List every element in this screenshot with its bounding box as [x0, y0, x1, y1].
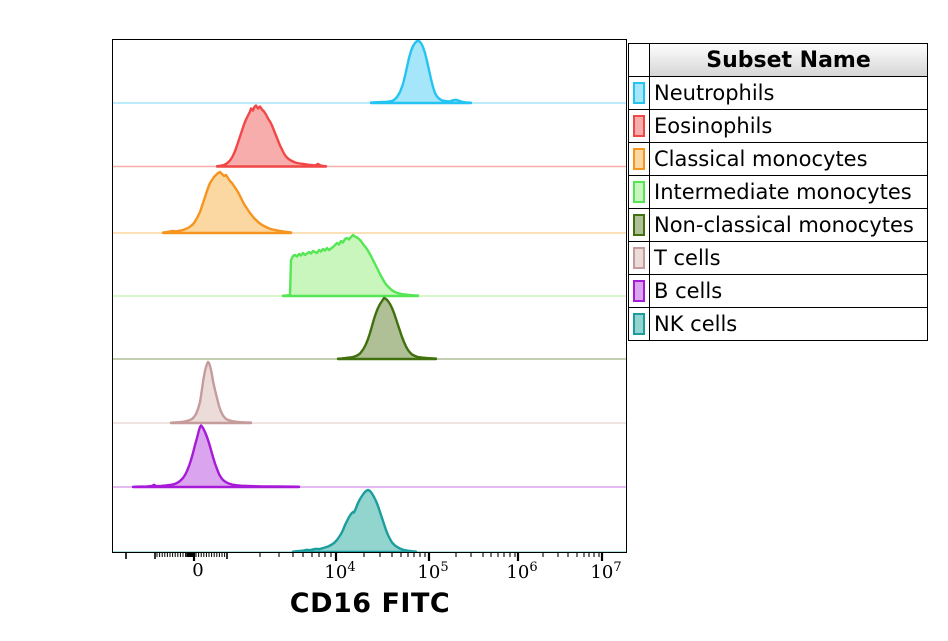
histogram-curve — [369, 40, 473, 105]
x-tick-label: 0 — [192, 560, 204, 581]
legend-color-swatch-icon — [633, 148, 645, 170]
legend-color-swatch-icon — [633, 181, 645, 203]
histogram-curve — [131, 424, 301, 489]
legend-color-swatch-icon — [633, 214, 645, 236]
legend-color-swatch-icon — [633, 247, 645, 269]
x-axis-title: CD16 FITC — [289, 588, 451, 619]
plot-area — [112, 39, 627, 553]
legend-swatch-cell — [629, 143, 650, 175]
legend-row: Classical monocytes — [629, 143, 927, 176]
x-axis-ticks-svg — [125, 552, 604, 561]
histogram-curve — [161, 170, 293, 235]
histogram-curve — [291, 488, 418, 552]
histogram-curve — [336, 296, 438, 361]
legend-color-swatch-icon — [633, 82, 645, 104]
legend-subset-name: Neutrophils — [654, 81, 775, 105]
legend-swatch-cell — [629, 77, 650, 109]
x-tick-label: 104 — [324, 560, 356, 583]
legend-swatch-cell — [629, 308, 650, 340]
legend-row: Eosinophils — [629, 110, 927, 143]
histogram-curve — [281, 233, 420, 298]
legend-color-swatch-icon — [633, 313, 645, 335]
legend-swatch-header-cell — [629, 44, 650, 76]
histogram-svg — [113, 40, 626, 552]
legend-table: Subset Name Neutrophils Eosinophils Classi… — [628, 43, 928, 341]
legend-header-row: Subset Name — [629, 44, 927, 77]
legend-row: Non-classical monocytes — [629, 209, 927, 242]
histogram-curve — [169, 360, 253, 425]
legend-row: Neutrophils — [629, 77, 927, 110]
x-tick-label: 107 — [590, 560, 622, 583]
legend-subset-name: Eosinophils — [654, 114, 773, 138]
legend-swatch-cell — [629, 242, 650, 274]
legend-subset-name: T cells — [654, 246, 721, 270]
x-tick-label: 105 — [417, 560, 449, 583]
legend-row: B cells — [629, 275, 927, 308]
legend-title: Subset Name — [650, 44, 927, 76]
legend-color-swatch-icon — [633, 115, 645, 137]
legend-swatch-cell — [629, 209, 650, 241]
legend-subset-name: Non-classical monocytes — [654, 213, 914, 237]
histogram-curve — [215, 104, 328, 168]
legend-color-swatch-icon — [633, 280, 645, 302]
legend-row: Intermediate monocytes — [629, 176, 927, 209]
x-tick-label: 106 — [506, 560, 538, 583]
legend-rows: Neutrophils Eosinophils Classical monocyte… — [629, 77, 927, 340]
legend-row: T cells — [629, 242, 927, 275]
legend-row: NK cells — [629, 308, 927, 340]
legend-subset-name: NK cells — [654, 312, 738, 336]
legend-subset-name: B cells — [654, 279, 723, 303]
legend-subset-name: Classical monocytes — [654, 147, 868, 171]
legend-swatch-cell — [629, 275, 650, 307]
legend-swatch-cell — [629, 110, 650, 142]
legend-swatch-cell — [629, 176, 650, 208]
legend-subset-name: Intermediate monocytes — [654, 180, 912, 204]
